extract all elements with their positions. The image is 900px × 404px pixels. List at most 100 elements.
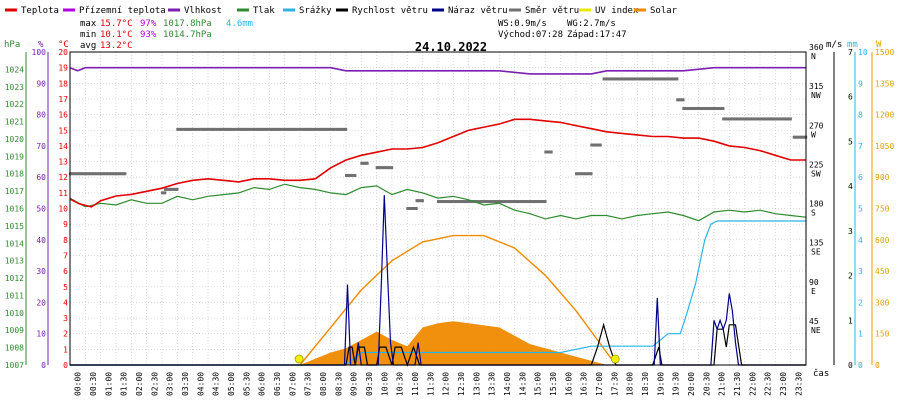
series-wind-direction-dot	[196, 127, 199, 131]
y-tick-label-mm: 6	[858, 173, 863, 182]
series-wind-direction-dot	[236, 127, 239, 131]
series-wind-direction-dot	[486, 200, 489, 204]
series-wind-direction-dot	[604, 77, 607, 81]
series-wind-direction-dot	[550, 150, 553, 154]
x-tick-label: 02:30	[150, 372, 159, 396]
series-wind-direction-dot	[190, 127, 193, 131]
series-wind-direction-dot	[441, 200, 444, 204]
series-wind-direction-dot	[754, 117, 757, 121]
y-tick-label-pct: 80	[36, 111, 46, 120]
series-wind-direction-dot	[700, 107, 703, 111]
x-tick-label: 21:00	[718, 372, 727, 396]
series-wind-direction-dot	[361, 161, 365, 165]
series-wind-direction-dot	[621, 77, 624, 81]
series-wind-direction-dot	[731, 117, 734, 121]
series-wind-direction-dot	[760, 117, 763, 121]
series-wind-direction-dot	[325, 127, 328, 131]
series-wind-direction-dot	[364, 161, 368, 165]
x-tick-label: 18:30	[641, 372, 650, 396]
legend-label: Náraz větru	[448, 6, 508, 16]
series-wind-direction-dot	[228, 127, 231, 131]
series-wind-direction-dot	[453, 200, 457, 204]
series-wind-direction-dot	[694, 107, 697, 111]
y-tick-label-ms: 4	[848, 182, 853, 191]
legend: Teplota Přízemní teplota Vlhkost Tlak Srážky…	[5, 6, 678, 16]
y-tick-label-degc: 2	[63, 330, 68, 339]
series-wind-direction-dot	[617, 77, 621, 81]
series-wind-direction-dot	[489, 200, 492, 204]
series-wind-direction-dot	[483, 200, 486, 204]
series-wind-direction-dot	[659, 77, 662, 81]
series-wind-direction-dot	[469, 200, 472, 204]
series-wind-direction-dot	[104, 172, 107, 176]
x-tick-label: 10:00	[380, 372, 389, 396]
series-wind-direction-dot	[245, 127, 248, 131]
x-tick-label: 05:00	[227, 372, 236, 396]
series-wind-direction-dot	[495, 200, 498, 204]
y-tick-label-w: 600	[875, 236, 890, 245]
series-wind-direction-dot	[265, 127, 268, 131]
y-tick-label-hpa: 1021	[5, 118, 24, 127]
series-wind-direction-dot	[627, 77, 630, 81]
series-wind-direction-dot	[85, 172, 89, 176]
series-wind-direction-dot	[87, 172, 90, 176]
series-wind-direction-dot	[443, 200, 446, 204]
series-wind-direction-dot	[243, 127, 246, 131]
series-wind-direction-dot	[381, 166, 384, 170]
series-wind-direction-dot	[642, 77, 645, 81]
axis-unit-time: čas	[813, 368, 829, 379]
series-wind-direction-dot	[801, 135, 805, 139]
x-tick-label: 07:30	[304, 372, 313, 396]
series-wind-direction-dot	[673, 77, 676, 81]
series-wind-direction-dot	[622, 77, 625, 81]
series-wind-direction-dot	[732, 117, 736, 121]
series-wind-direction-dot	[119, 172, 122, 176]
series-wind-direction-dot	[705, 107, 708, 111]
y-tick-label-w: 750	[875, 205, 890, 214]
series-wind-direction-dot	[703, 107, 706, 111]
series-wind-direction-dot	[726, 117, 729, 121]
series-wind-direction-dot	[723, 117, 726, 121]
series-wind-direction-dot	[516, 200, 519, 204]
x-tick-label: 23:30	[794, 372, 803, 396]
series-wind-direction-dot	[734, 117, 737, 121]
series-wind-direction-dot	[634, 77, 637, 81]
series-wind-direction-dot	[668, 77, 671, 81]
series-wind-direction-dot	[625, 77, 628, 81]
x-tick-label: 02:00	[135, 372, 144, 396]
y-tick-label-degc: 13	[58, 158, 68, 167]
y-tick-label-mm: 10	[858, 48, 868, 57]
series-wind-direction-dot	[438, 200, 441, 204]
series-wind-direction-dot	[541, 200, 544, 204]
series-wind-direction-dot	[286, 127, 289, 131]
series-wind-direction-dot	[179, 127, 182, 131]
stat-max-pressure: 1017.8hPa	[163, 19, 212, 29]
series-wind-direction-dot	[262, 127, 265, 131]
y-tick-label-degc: 3	[63, 314, 68, 323]
series-wind-direction-dot	[740, 117, 743, 121]
series-wind-direction-dot	[251, 127, 254, 131]
series-wind-direction-dot	[674, 77, 677, 81]
series-wind-direction-dot	[452, 200, 455, 204]
series-wind-direction-dot	[751, 117, 754, 121]
series-wind-direction-dot	[651, 77, 654, 81]
series-wind-direction-dot	[92, 172, 95, 176]
sun-marker	[294, 354, 304, 364]
series-wind-direction-dot	[512, 200, 515, 204]
legend-label: UV index	[595, 6, 639, 16]
series-wind-direction-dot	[739, 117, 742, 121]
legend-label: Tlak	[253, 6, 275, 16]
series-wind-direction-dot	[518, 200, 521, 204]
series-wind-direction-dot	[254, 127, 257, 131]
y-tick-label-degc: 6	[63, 267, 68, 276]
series-wind-direction-dot	[507, 200, 510, 204]
series-wind-direction-dot	[690, 107, 693, 111]
series-wind-direction-dot	[257, 127, 260, 131]
sun-marker	[610, 354, 620, 364]
series-wind-direction-dot	[363, 161, 366, 165]
series-wind-direction-dot	[536, 200, 539, 204]
series-wind-direction-dot	[762, 117, 765, 121]
series-wind-direction-dot	[763, 117, 766, 121]
series-wind-direction-dot	[266, 127, 269, 131]
x-tick-label: 11:30	[426, 372, 435, 396]
